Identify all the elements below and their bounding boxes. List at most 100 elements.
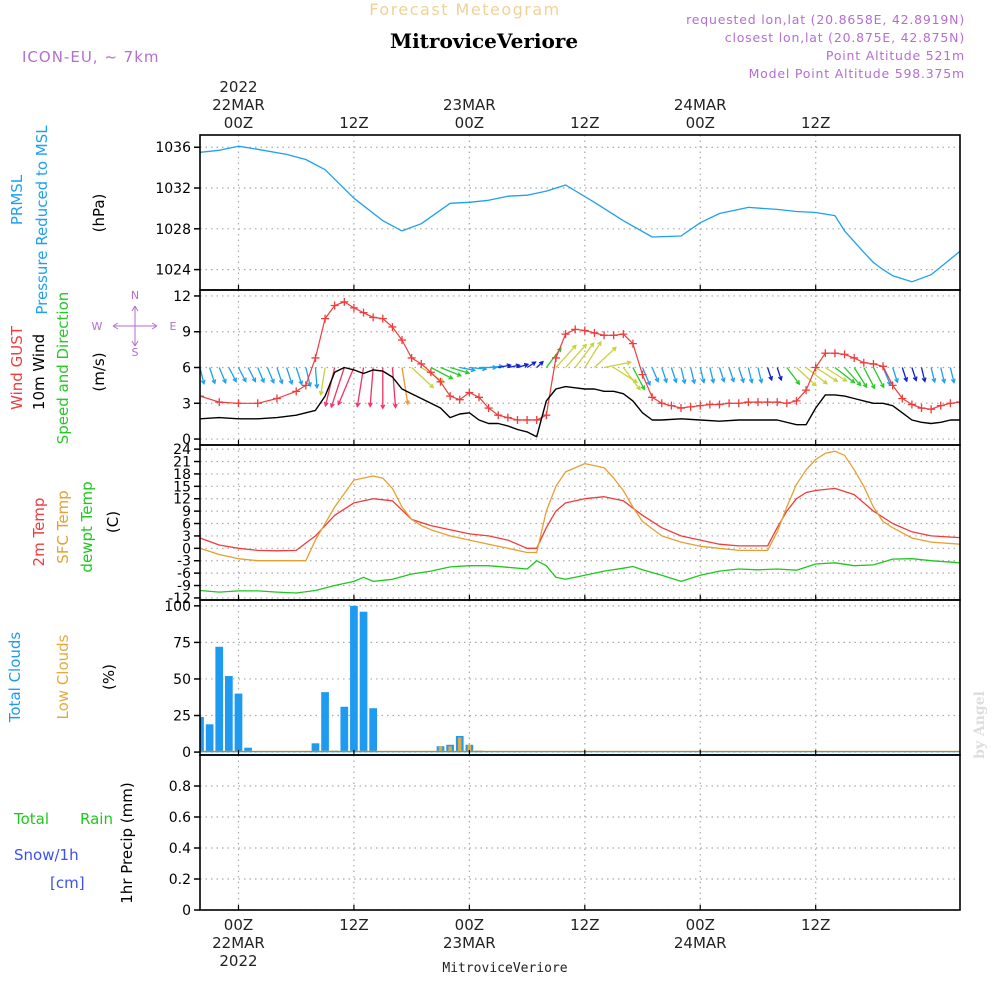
wind-direction-arrow bbox=[305, 367, 311, 387]
wind-arrow-head bbox=[582, 343, 588, 349]
y-tick-label: 21 bbox=[173, 455, 191, 471]
wind-direction-arrow bbox=[882, 367, 891, 386]
y-tick-label: 0 bbox=[182, 745, 191, 761]
gust-marker bbox=[677, 404, 686, 413]
panel-clouds-data bbox=[200, 605, 960, 753]
wind-arrow-head bbox=[870, 384, 876, 390]
wind-arrow-head bbox=[663, 378, 668, 384]
y-tick-label: 0.8 bbox=[169, 779, 191, 795]
gust-marker bbox=[753, 398, 762, 407]
wind-direction-arrow bbox=[853, 367, 868, 388]
wind-direction-arrow bbox=[449, 366, 470, 374]
gust-marker bbox=[638, 370, 647, 379]
top-tick-label: 00Z bbox=[455, 114, 484, 132]
gust-marker bbox=[378, 314, 387, 323]
wind-direction-arrow bbox=[295, 367, 303, 385]
bottom-tick-label: 00Z bbox=[224, 916, 253, 934]
wind-arrow-head bbox=[571, 344, 577, 350]
wind-arrow-head bbox=[931, 377, 937, 384]
top-date-label: 23MAR bbox=[443, 96, 496, 114]
gust-marker bbox=[311, 353, 320, 362]
wind-direction-arrow bbox=[786, 367, 800, 385]
wind-direction-arrow bbox=[728, 367, 735, 382]
y-tick-label: 18 bbox=[173, 467, 191, 483]
gust-marker bbox=[340, 297, 349, 306]
y-tick-label: 1036 bbox=[155, 140, 191, 156]
wind-arrow-head bbox=[740, 378, 745, 384]
top-tick-label: 00Z bbox=[686, 114, 715, 132]
wind-arrow-head bbox=[448, 374, 454, 380]
wind-arrow-head bbox=[822, 379, 828, 385]
compass-west: W bbox=[92, 320, 103, 333]
wind-direction-arrow bbox=[330, 367, 345, 408]
wind-gust-label: Wind GUST bbox=[8, 325, 26, 410]
wind-arrow-head bbox=[720, 377, 726, 383]
wind-arrow-head bbox=[748, 378, 754, 384]
wind-arrow-head bbox=[492, 365, 498, 370]
wind-arrow-head bbox=[323, 401, 329, 408]
top-date-label: 22MAR bbox=[212, 96, 265, 114]
gust-marker bbox=[667, 401, 676, 410]
gust-series-line bbox=[200, 301, 960, 421]
wind-arrow-head bbox=[850, 378, 856, 384]
top-year-label: 2022 bbox=[219, 78, 257, 96]
y-tick-label: 3 bbox=[182, 396, 191, 412]
y-tick-label: 6 bbox=[182, 517, 191, 533]
gust-marker bbox=[561, 330, 570, 339]
wind-arrow-head bbox=[777, 375, 783, 382]
y-tick-label: 0.4 bbox=[169, 841, 191, 857]
bottom-year-label: 2022 bbox=[219, 952, 257, 970]
wind-arrow-head bbox=[833, 377, 839, 383]
wind-direction-arrow bbox=[776, 367, 782, 381]
wind-direction-arrow bbox=[718, 367, 725, 382]
wind-direction-arrow bbox=[892, 367, 899, 383]
wind-direction-arrow bbox=[276, 367, 283, 384]
wind-direction-arrow bbox=[430, 366, 453, 380]
gust-marker bbox=[869, 359, 878, 368]
credit-watermark: by Angel bbox=[972, 691, 988, 759]
2m-temp-series-line bbox=[200, 487, 960, 552]
total-cloud-bar bbox=[225, 676, 233, 753]
gust-marker bbox=[936, 401, 945, 410]
y-tick-label: 1028 bbox=[155, 222, 191, 238]
gust-marker bbox=[590, 328, 599, 337]
wind-arrow-head bbox=[795, 379, 801, 386]
wind-arrow-head bbox=[842, 377, 848, 382]
wind-arrow-head bbox=[894, 378, 899, 384]
wind-arrow-head bbox=[758, 378, 764, 384]
pressure-unit-label: (hPa) bbox=[90, 194, 108, 233]
gust-marker bbox=[571, 325, 580, 334]
wind-direction-arrow bbox=[940, 367, 946, 383]
panel-wind-data bbox=[200, 297, 960, 438]
y-tick-label: 0.6 bbox=[169, 810, 191, 826]
wind-arrow-head bbox=[681, 379, 687, 385]
wind-direction-arrow bbox=[872, 367, 885, 388]
prmsl-label: PRMSL bbox=[8, 174, 26, 225]
wind-arrow-head bbox=[242, 377, 247, 383]
wind-direction-arrow bbox=[651, 367, 659, 382]
wind-direction-arrow bbox=[911, 367, 917, 381]
wind-arrow-head bbox=[456, 372, 463, 377]
total-cloud-bar bbox=[205, 724, 214, 753]
bottom-tick-label: 00Z bbox=[686, 916, 715, 934]
gust-marker bbox=[840, 350, 849, 359]
wind-arrow-head bbox=[691, 379, 697, 385]
panel-pressure-data bbox=[200, 145, 960, 283]
gust-marker bbox=[465, 388, 474, 397]
wind-direction-arrow bbox=[337, 367, 355, 405]
rain-label: Rain bbox=[80, 810, 113, 828]
wind-direction-arrow bbox=[469, 366, 487, 370]
wind-arrow-head bbox=[730, 377, 736, 383]
wind-unit-label: (m/s) bbox=[90, 352, 108, 391]
wind-direction-arrow bbox=[805, 366, 828, 385]
wind-direction-arrow bbox=[757, 367, 763, 383]
wind-direction-arrow bbox=[517, 363, 529, 369]
product-title: Forecast Meteogram bbox=[369, 0, 560, 19]
closest-coords: closest lon,lat (20.875E, 42.875N) bbox=[725, 30, 965, 45]
wind-direction-arrow bbox=[536, 361, 544, 368]
gust-marker bbox=[609, 331, 618, 340]
gust-marker bbox=[215, 398, 224, 407]
y-tick-label: 1024 bbox=[155, 263, 191, 279]
gust-marker bbox=[715, 400, 724, 409]
